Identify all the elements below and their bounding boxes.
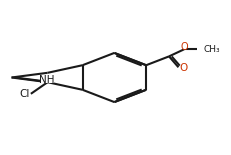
Text: O: O bbox=[180, 42, 188, 52]
Bar bbox=[40, 77, 54, 83]
Bar bbox=[19, 91, 30, 97]
Text: Cl: Cl bbox=[20, 89, 30, 99]
Bar bbox=[181, 44, 187, 49]
Bar bbox=[198, 47, 210, 52]
Text: NH: NH bbox=[40, 75, 55, 85]
Bar bbox=[180, 66, 187, 71]
Text: CH₃: CH₃ bbox=[203, 45, 220, 54]
Text: O: O bbox=[180, 63, 188, 73]
